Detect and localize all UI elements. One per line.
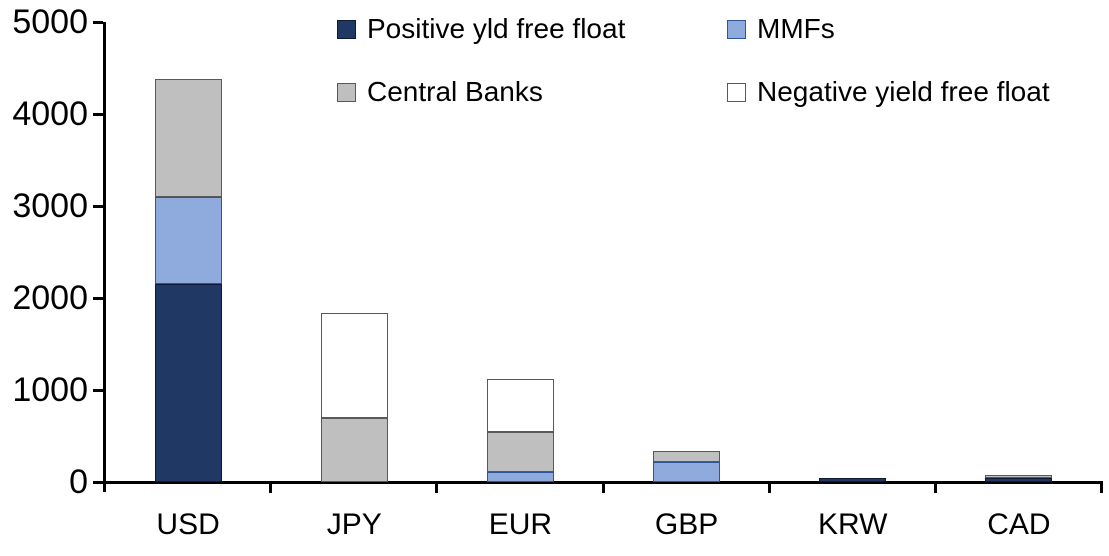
y-tick [93, 113, 103, 116]
y-tick [93, 481, 103, 484]
legend-item-positive-yld-free-float: Positive yld free float [337, 14, 727, 44]
x-axis-label-jpy: JPY [326, 508, 382, 541]
bar-segment-eur [486, 471, 554, 482]
y-tick-label: 3000 [12, 187, 88, 225]
y-tick-label: 4000 [12, 95, 88, 133]
bar-segment-jpy [320, 312, 388, 418]
legend-label-mmfs: MMFs [757, 13, 835, 44]
legend-label-positive-yld-free-float: Positive yld free float [367, 13, 626, 44]
bar-segment-usd [154, 196, 222, 285]
x-axis-label-gbp: GBP [654, 508, 719, 541]
y-tick [93, 205, 103, 208]
legend-item-central-banks: Central Banks [337, 77, 727, 107]
x-tick [435, 483, 439, 493]
legend-swatch-negative-yield-free-float [727, 82, 746, 102]
x-tick [1100, 483, 1103, 493]
y-axis-line [103, 22, 106, 492]
y-tick [93, 21, 103, 24]
legend-label-central-banks: Central Banks [367, 76, 543, 107]
bar-segment-cad [985, 478, 1053, 482]
x-tick [767, 483, 771, 493]
y-tick [93, 389, 103, 392]
x-axis-line [103, 481, 1103, 484]
y-tick [93, 297, 103, 300]
legend-item-negative-yield-free-float: Negative yield free float [727, 77, 1050, 107]
x-tick [933, 483, 937, 493]
bar-segment-usd [154, 79, 222, 197]
y-tick-label: 1000 [12, 371, 88, 409]
x-tick [269, 483, 273, 493]
legend-swatch-positive-yld-free-float [337, 19, 356, 39]
bar-segment-cad [985, 475, 1053, 479]
x-axis-label-usd: USD [156, 508, 220, 541]
chart-legend: Positive yld free float MMFs Central Ban… [337, 14, 1050, 107]
bar-segment-krw [819, 477, 887, 482]
bar-segment-gbp [653, 461, 721, 482]
legend-swatch-central-banks [337, 82, 356, 102]
x-axis-label-krw: KRW [818, 508, 888, 541]
legend-swatch-mmfs [727, 19, 746, 39]
legend-label-negative-yield-free-float: Negative yield free float [757, 76, 1050, 107]
x-tick [601, 483, 605, 493]
y-tick-label: 5000 [12, 3, 88, 41]
legend-item-mmfs: MMFs [727, 14, 1050, 44]
bar-segment-jpy [320, 417, 388, 482]
bar-segment-gbp [653, 451, 721, 462]
x-axis-label-cad: CAD [987, 508, 1051, 541]
x-axis-label-eur: EUR [488, 508, 553, 541]
bar-segment-eur [486, 431, 554, 472]
y-tick-label: 2000 [12, 279, 88, 317]
bar-segment-usd [154, 284, 222, 482]
y-tick-label: 0 [69, 463, 88, 501]
bar-segment-eur [486, 378, 554, 432]
